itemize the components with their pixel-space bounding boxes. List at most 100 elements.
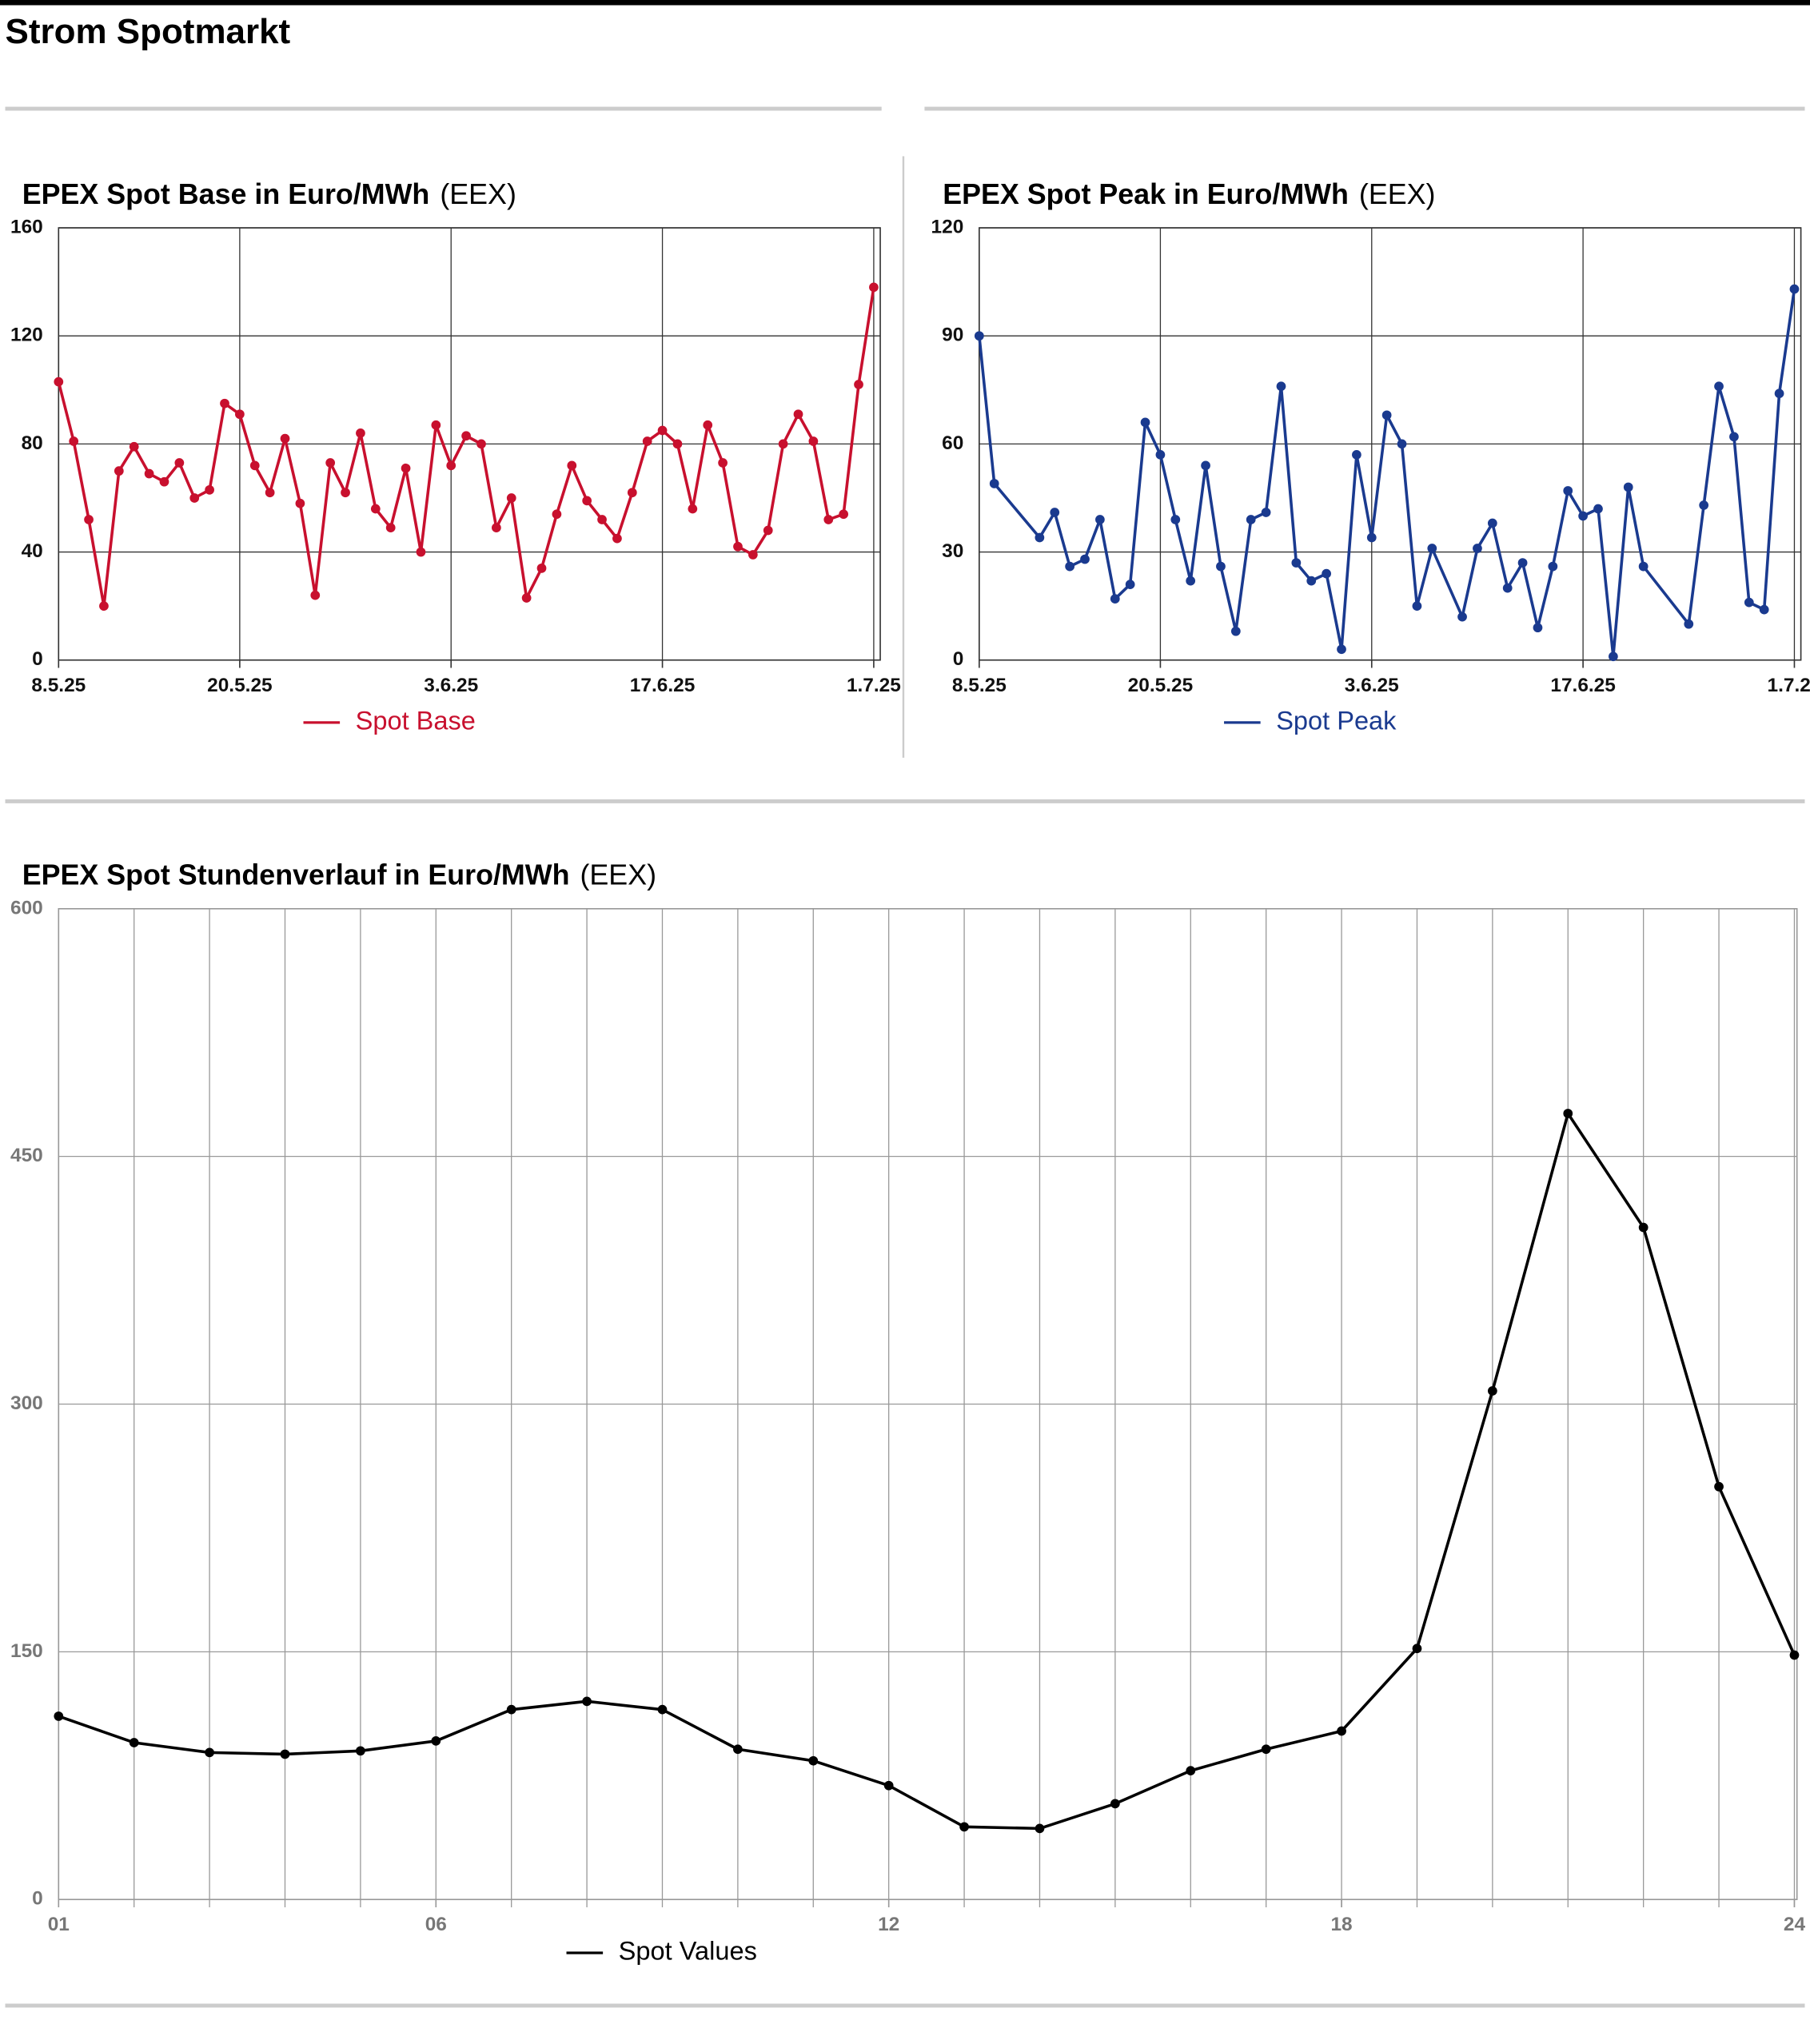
data-point (1186, 576, 1196, 586)
data-point (989, 479, 999, 488)
y-tick-label: 40 (22, 540, 43, 562)
data-point (446, 460, 456, 471)
data-point (1638, 1222, 1649, 1233)
series-line (58, 1112, 1796, 1831)
data-point (703, 420, 713, 430)
data-point (1246, 515, 1256, 524)
data-point (1502, 583, 1513, 593)
data-point (748, 550, 758, 560)
data-point (1261, 1744, 1271, 1755)
x-tick-label: 17.6.25 (1550, 675, 1615, 696)
data-point (129, 1738, 139, 1747)
data-point (1699, 500, 1709, 510)
chart-source: (EEX) (580, 859, 656, 891)
x-tick-label: 8.5.25 (952, 675, 1007, 696)
data-point (385, 523, 396, 533)
data-point (657, 425, 668, 436)
data-point (1412, 601, 1422, 612)
data-point (356, 1746, 365, 1756)
chart-title: EPEX Spot Base in Euro/MWh (EEX) (22, 178, 516, 210)
data-point (839, 509, 849, 520)
data-point (1487, 1386, 1497, 1396)
data-point (1412, 1644, 1422, 1654)
data-point (1548, 561, 1558, 572)
data-point (582, 1696, 592, 1707)
data-point (220, 398, 229, 408)
x-tick-label: 17.6.25 (630, 675, 695, 696)
data-point (1216, 561, 1226, 572)
y-tick-label: 160 (10, 216, 43, 237)
y-tick-label: 80 (22, 432, 43, 454)
data-point (1276, 381, 1286, 392)
x-tick-label: 01 (48, 1914, 70, 1935)
chart-source: (EEX) (440, 178, 516, 210)
series-line (978, 289, 1796, 659)
data-point (1517, 558, 1528, 568)
data-point (54, 1711, 64, 1721)
data-point (476, 439, 486, 449)
data-point (1110, 594, 1120, 604)
data-point (1578, 511, 1588, 521)
y-tick-label: 300 (10, 1393, 43, 1414)
data-point (688, 504, 698, 514)
data-point (235, 409, 245, 420)
data-point (672, 439, 683, 449)
data-point (1110, 1799, 1120, 1809)
data-point (1065, 561, 1074, 572)
x-tick-label: 1.7.25 (1768, 675, 1810, 696)
data-point (431, 1736, 441, 1746)
data-point (1729, 432, 1739, 442)
data-point (295, 498, 305, 508)
data-point (718, 458, 728, 468)
data-point (1291, 558, 1302, 568)
data-point (310, 590, 321, 600)
x-tick-label: 24 (1784, 1914, 1806, 1935)
data-point (854, 380, 863, 389)
data-point (1684, 619, 1694, 629)
data-point (1035, 1823, 1045, 1834)
data-point (205, 1747, 214, 1758)
legend-label: Spot Base (356, 707, 476, 735)
data-point (1201, 460, 1210, 471)
separator (5, 799, 1805, 803)
data-point (1714, 1481, 1724, 1492)
separator (924, 106, 1805, 111)
data-point (159, 476, 169, 487)
data-point (1744, 597, 1754, 608)
data-point (1095, 515, 1105, 524)
data-point (461, 431, 471, 441)
data-point (325, 458, 336, 468)
data-point (1337, 1726, 1346, 1736)
data-point (1593, 504, 1603, 514)
x-tick-label: 3.6.25 (424, 675, 478, 696)
data-point (959, 1822, 969, 1832)
chart-title-main: EPEX Spot Stundenverlauf in Euro/MWh (22, 859, 570, 891)
data-point (1366, 532, 1377, 543)
data-point (1638, 561, 1649, 572)
data-point (552, 509, 562, 520)
data-point (883, 1780, 894, 1791)
data-point (1774, 388, 1784, 399)
data-point (1563, 486, 1573, 496)
data-point (1759, 604, 1769, 615)
data-point (99, 601, 109, 612)
data-point (612, 533, 622, 544)
data-point (869, 282, 879, 293)
data-point (1397, 439, 1407, 449)
data-point (1337, 644, 1346, 655)
page-title: Strom Spotmarkt (6, 12, 291, 51)
data-point (280, 1749, 290, 1759)
top-rule (0, 0, 1810, 6)
data-point (808, 1755, 819, 1766)
data-point (1186, 1766, 1196, 1775)
data-point (793, 409, 803, 420)
y-tick-label: 30 (942, 540, 963, 562)
data-point (1261, 508, 1271, 517)
y-tick-label: 0 (32, 1888, 43, 1910)
data-point (54, 377, 64, 387)
data-point (1487, 518, 1497, 528)
data-point (823, 515, 834, 524)
y-tick-label: 150 (10, 1640, 43, 1662)
data-point (733, 541, 743, 552)
